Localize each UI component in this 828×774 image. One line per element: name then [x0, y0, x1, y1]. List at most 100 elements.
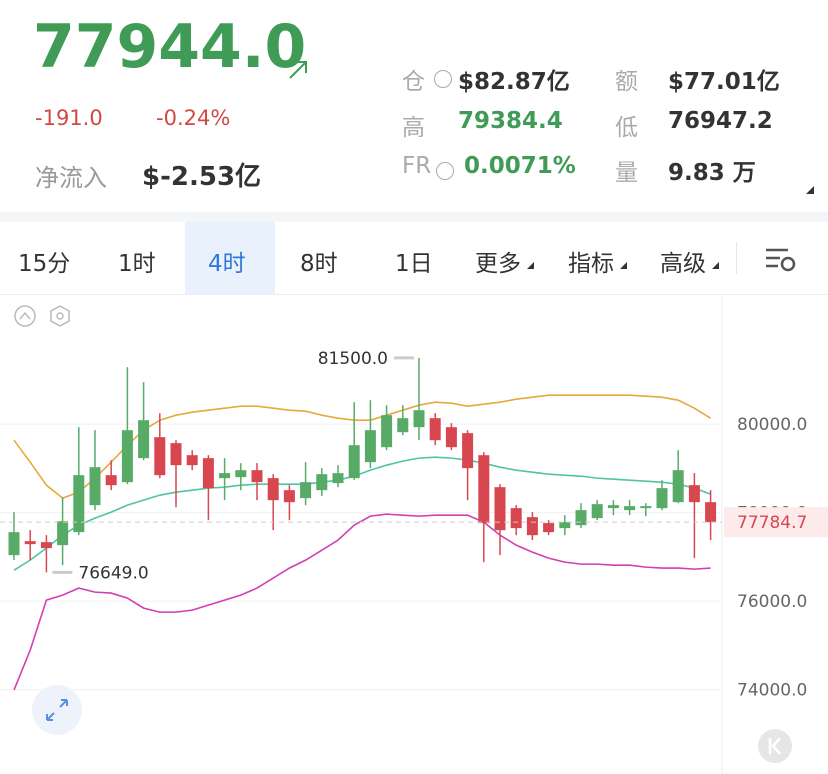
help-icon	[434, 70, 452, 88]
candle-body	[170, 443, 182, 466]
candle-body	[186, 455, 198, 466]
settings-icon[interactable]	[50, 305, 70, 327]
candle-body	[688, 485, 700, 503]
last-price-box	[724, 507, 828, 538]
stat-label: 额	[615, 69, 638, 95]
candle-body	[283, 490, 295, 503]
y-tick-label: 80000.0	[737, 415, 807, 435]
annotation: 76649.0	[78, 563, 148, 583]
tab[interactable]: 高级	[660, 251, 706, 277]
candle-body	[705, 502, 717, 523]
candle-body	[235, 470, 247, 478]
tab[interactable]: 1时	[118, 251, 156, 277]
candle-body	[202, 458, 214, 489]
tab[interactable]: 4时	[208, 251, 246, 277]
expand-button[interactable]	[32, 685, 82, 735]
stat-value: 76947.2	[668, 108, 773, 134]
candle-body	[607, 505, 619, 509]
tab[interactable]: 15分	[18, 251, 71, 277]
stat-label: 量	[615, 160, 638, 186]
candle-body	[397, 418, 409, 433]
tab[interactable]: 1日	[395, 251, 433, 277]
dropdown-mark	[712, 262, 719, 269]
expand-icon	[46, 699, 68, 721]
stat-value: $77.01亿	[668, 69, 780, 95]
active-tab-bg	[185, 222, 275, 294]
candle-body	[138, 420, 150, 459]
back-icon	[768, 737, 781, 755]
y-tick-label: 76000.0	[737, 592, 807, 612]
settings-icon	[56, 312, 64, 320]
collapse-icon	[19, 311, 31, 320]
candle-body	[429, 418, 441, 441]
candle-body	[251, 470, 263, 483]
candle-body	[510, 508, 522, 529]
stat-label: 仓	[402, 69, 425, 95]
help-icon	[436, 162, 454, 180]
corner	[806, 186, 814, 194]
candle-body	[8, 532, 20, 556]
tab[interactable]: 8时	[300, 251, 338, 277]
candle-body	[364, 430, 376, 463]
separator	[0, 212, 828, 222]
dropdown-mark	[527, 262, 534, 269]
candle-body	[316, 474, 328, 491]
candle-body	[526, 517, 538, 536]
candle-body	[300, 482, 312, 499]
candle-body	[381, 415, 393, 448]
annotation: 81500.0	[318, 349, 388, 369]
stat-value: 9.83 万	[668, 160, 756, 186]
candle-body	[267, 478, 279, 501]
change-pct: -0.24%	[156, 106, 231, 130]
candle-body	[57, 521, 69, 546]
stat-label: 低	[615, 115, 638, 141]
candle-body	[575, 510, 587, 526]
candle-body	[73, 475, 85, 533]
candle-body	[24, 541, 36, 545]
candle-body	[559, 522, 571, 529]
candle-body	[105, 475, 117, 486]
candle-body	[640, 506, 652, 509]
candle-body	[462, 433, 474, 469]
last-price-label: 77784.7	[737, 513, 807, 533]
candle-body	[494, 487, 506, 531]
collapse-icon[interactable]	[14, 305, 36, 327]
band-line	[13, 394, 712, 500]
up-arrow	[289, 61, 307, 79]
dropdown-mark	[620, 262, 627, 269]
net-flow: $-2.53亿	[142, 162, 262, 192]
candle-body	[478, 455, 490, 524]
candle-body	[672, 470, 684, 503]
band-line	[13, 456, 711, 571]
candle-body	[121, 430, 133, 483]
candle-body	[543, 523, 555, 533]
divider	[0, 294, 828, 295]
net-flow-label: 净流入	[35, 164, 107, 192]
stat-value: $82.87亿	[458, 69, 570, 95]
candle-body	[332, 473, 344, 484]
stat-value: 0.0071%	[464, 153, 576, 179]
divider	[736, 242, 737, 274]
price: 77944.0	[33, 12, 307, 82]
candle-body	[656, 488, 668, 509]
tab[interactable]: 指标	[568, 251, 614, 277]
candle-body	[154, 437, 166, 476]
tab[interactable]: 更多	[475, 251, 521, 277]
candle-body	[413, 410, 425, 428]
y-tick-label: 74000.0	[737, 681, 807, 701]
stat-label: 高	[402, 115, 425, 141]
back-button[interactable]	[758, 729, 792, 763]
candle-body	[219, 473, 231, 479]
candle-body	[89, 467, 101, 506]
stat-value: 79384.4	[458, 108, 563, 134]
candle-body	[348, 445, 360, 479]
candle-body	[624, 506, 636, 511]
candle-body	[445, 427, 457, 448]
candle-body	[40, 542, 52, 549]
settings-icon[interactable]	[764, 246, 798, 274]
candle-body	[591, 504, 603, 519]
change: -191.0	[35, 106, 103, 130]
stat-label: FR	[402, 153, 432, 179]
